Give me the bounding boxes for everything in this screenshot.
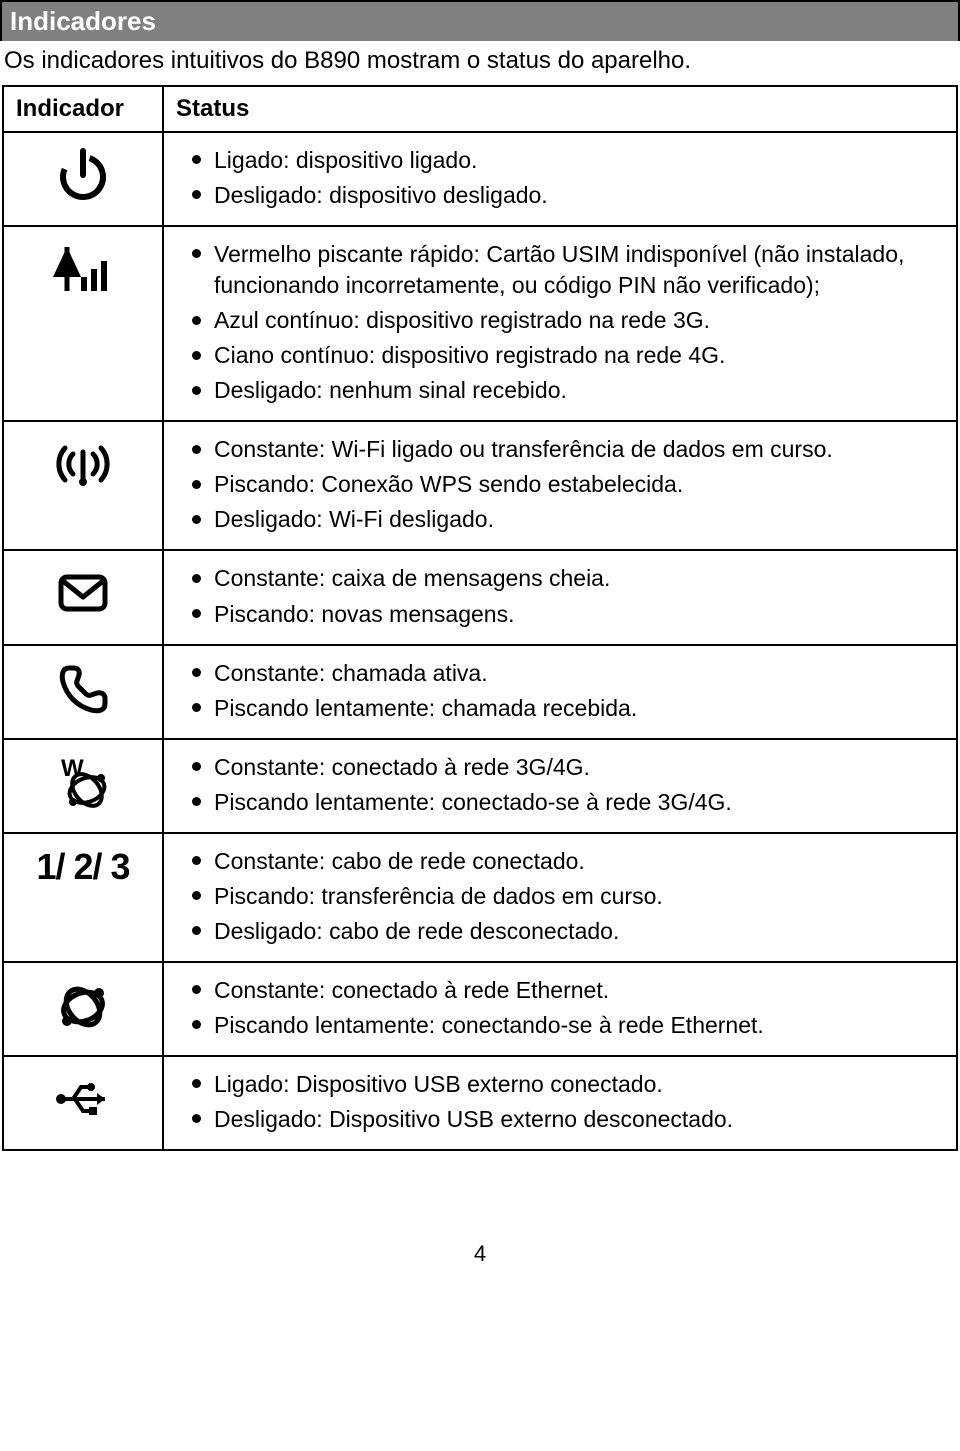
col-header-indicator: Indicador: [3, 86, 163, 132]
status-cell: Constante: chamada ativa. Piscando lentam…: [163, 645, 957, 739]
list-item: Ligado: Dispositivo USB externo conectad…: [192, 1069, 940, 1100]
status-list: Constante: caixa de mensagens cheia. Pisc…: [192, 563, 940, 629]
usb-icon: [53, 1069, 113, 1129]
status-list: Vermelho piscante rápido: Cartão USIM in…: [192, 239, 940, 406]
indicator-cell: [3, 132, 163, 226]
indicator-cell: [3, 739, 163, 833]
table-row: Constante: conectado à rede Ethernet. Pis…: [3, 962, 957, 1056]
table-row: Vermelho piscante rápido: Cartão USIM in…: [3, 226, 957, 421]
col-header-status: Status: [163, 86, 957, 132]
status-list: Ligado: Dispositivo USB externo conectad…: [192, 1069, 940, 1135]
table-row: 1/ 2/ 3 Constante: cabo de rede conectado…: [3, 833, 957, 962]
list-item: Ciano contínuo: dispositivo registrado n…: [192, 340, 940, 371]
section-title: Indicadores: [0, 0, 960, 41]
status-cell: Vermelho piscante rápido: Cartão USIM in…: [163, 226, 957, 421]
table-row: Ligado: dispositivo ligado. Desligado: di…: [3, 132, 957, 226]
status-cell: Ligado: Dispositivo USB externo conectad…: [163, 1056, 957, 1150]
list-item: Piscando: transferência de dados em curs…: [192, 881, 940, 912]
wifi-icon: [53, 434, 113, 494]
list-item: Piscando: novas mensagens.: [192, 599, 940, 630]
mail-icon: [53, 563, 113, 623]
status-cell: Constante: conectado à rede Ethernet. Pis…: [163, 962, 957, 1056]
lan-123-icon: 1/ 2/ 3: [36, 846, 129, 887]
status-cell: Constante: Wi-Fi ligado ou transferência…: [163, 421, 957, 550]
power-icon: [53, 145, 113, 205]
table-row: Constante: caixa de mensagens cheia. Pisc…: [3, 550, 957, 644]
indicator-cell: 1/ 2/ 3: [3, 833, 163, 962]
section-subtitle: Os indicadores intuitivos do B890 mostra…: [0, 41, 960, 85]
indicator-cell: [3, 962, 163, 1056]
indicator-cell: [3, 421, 163, 550]
list-item: Constante: Wi-Fi ligado ou transferência…: [192, 434, 940, 465]
list-item: Constante: chamada ativa.: [192, 658, 940, 689]
list-item: Ligado: dispositivo ligado.: [192, 145, 940, 176]
list-item: Desligado: Dispositivo USB externo desco…: [192, 1104, 940, 1135]
list-item: Desligado: nenhum sinal recebido.: [192, 375, 940, 406]
list-item: Desligado: Wi-Fi desligado.: [192, 504, 940, 535]
table-row: Constante: conectado à rede 3G/4G. Piscan…: [3, 739, 957, 833]
status-list: Constante: cabo de rede conectado. Piscan…: [192, 846, 940, 947]
indicators-table: Indicador Status Ligado: dispositivo lig…: [2, 85, 958, 1151]
indicator-cell: [3, 645, 163, 739]
table-row: Constante: chamada ativa. Piscando lentam…: [3, 645, 957, 739]
globe-icon: [53, 975, 113, 1035]
list-item: Vermelho piscante rápido: Cartão USIM in…: [192, 239, 940, 301]
list-item: Piscando: Conexão WPS sendo estabelecida…: [192, 469, 940, 500]
status-list: Constante: Wi-Fi ligado ou transferência…: [192, 434, 940, 535]
list-item: Piscando lentamente: chamada recebida.: [192, 693, 940, 724]
list-item: Azul contínuo: dispositivo registrado na…: [192, 305, 940, 336]
status-cell: Constante: conectado à rede 3G/4G. Piscan…: [163, 739, 957, 833]
status-list: Constante: conectado à rede 3G/4G. Piscan…: [192, 752, 940, 818]
status-list: Constante: chamada ativa. Piscando lentam…: [192, 658, 940, 724]
page-number: 4: [0, 1241, 960, 1267]
table-row: Ligado: Dispositivo USB externo conectad…: [3, 1056, 957, 1150]
page: Indicadores Os indicadores intuitivos do…: [0, 0, 960, 1451]
list-item: Piscando lentamente: conectado-se à rede…: [192, 787, 940, 818]
list-item: Desligado: cabo de rede desconectado.: [192, 916, 940, 947]
status-list: Ligado: dispositivo ligado. Desligado: di…: [192, 145, 940, 211]
list-item: Constante: cabo de rede conectado.: [192, 846, 940, 877]
status-cell: Constante: caixa de mensagens cheia. Pisc…: [163, 550, 957, 644]
list-item: Constante: conectado à rede 3G/4G.: [192, 752, 940, 783]
signal-icon: [53, 239, 113, 299]
globe-w-icon: [53, 752, 113, 812]
list-item: Constante: conectado à rede Ethernet.: [192, 975, 940, 1006]
status-cell: Ligado: dispositivo ligado. Desligado: di…: [163, 132, 957, 226]
list-item: Piscando lentamente: conectando-se à red…: [192, 1010, 940, 1041]
table-row: Constante: Wi-Fi ligado ou transferência…: [3, 421, 957, 550]
indicator-cell: [3, 1056, 163, 1150]
indicator-cell: [3, 226, 163, 421]
list-item: Constante: caixa de mensagens cheia.: [192, 563, 940, 594]
list-item: Desligado: dispositivo desligado.: [192, 180, 940, 211]
status-cell: Constante: cabo de rede conectado. Piscan…: [163, 833, 957, 962]
status-list: Constante: conectado à rede Ethernet. Pis…: [192, 975, 940, 1041]
indicator-cell: [3, 550, 163, 644]
phone-icon: [53, 658, 113, 718]
